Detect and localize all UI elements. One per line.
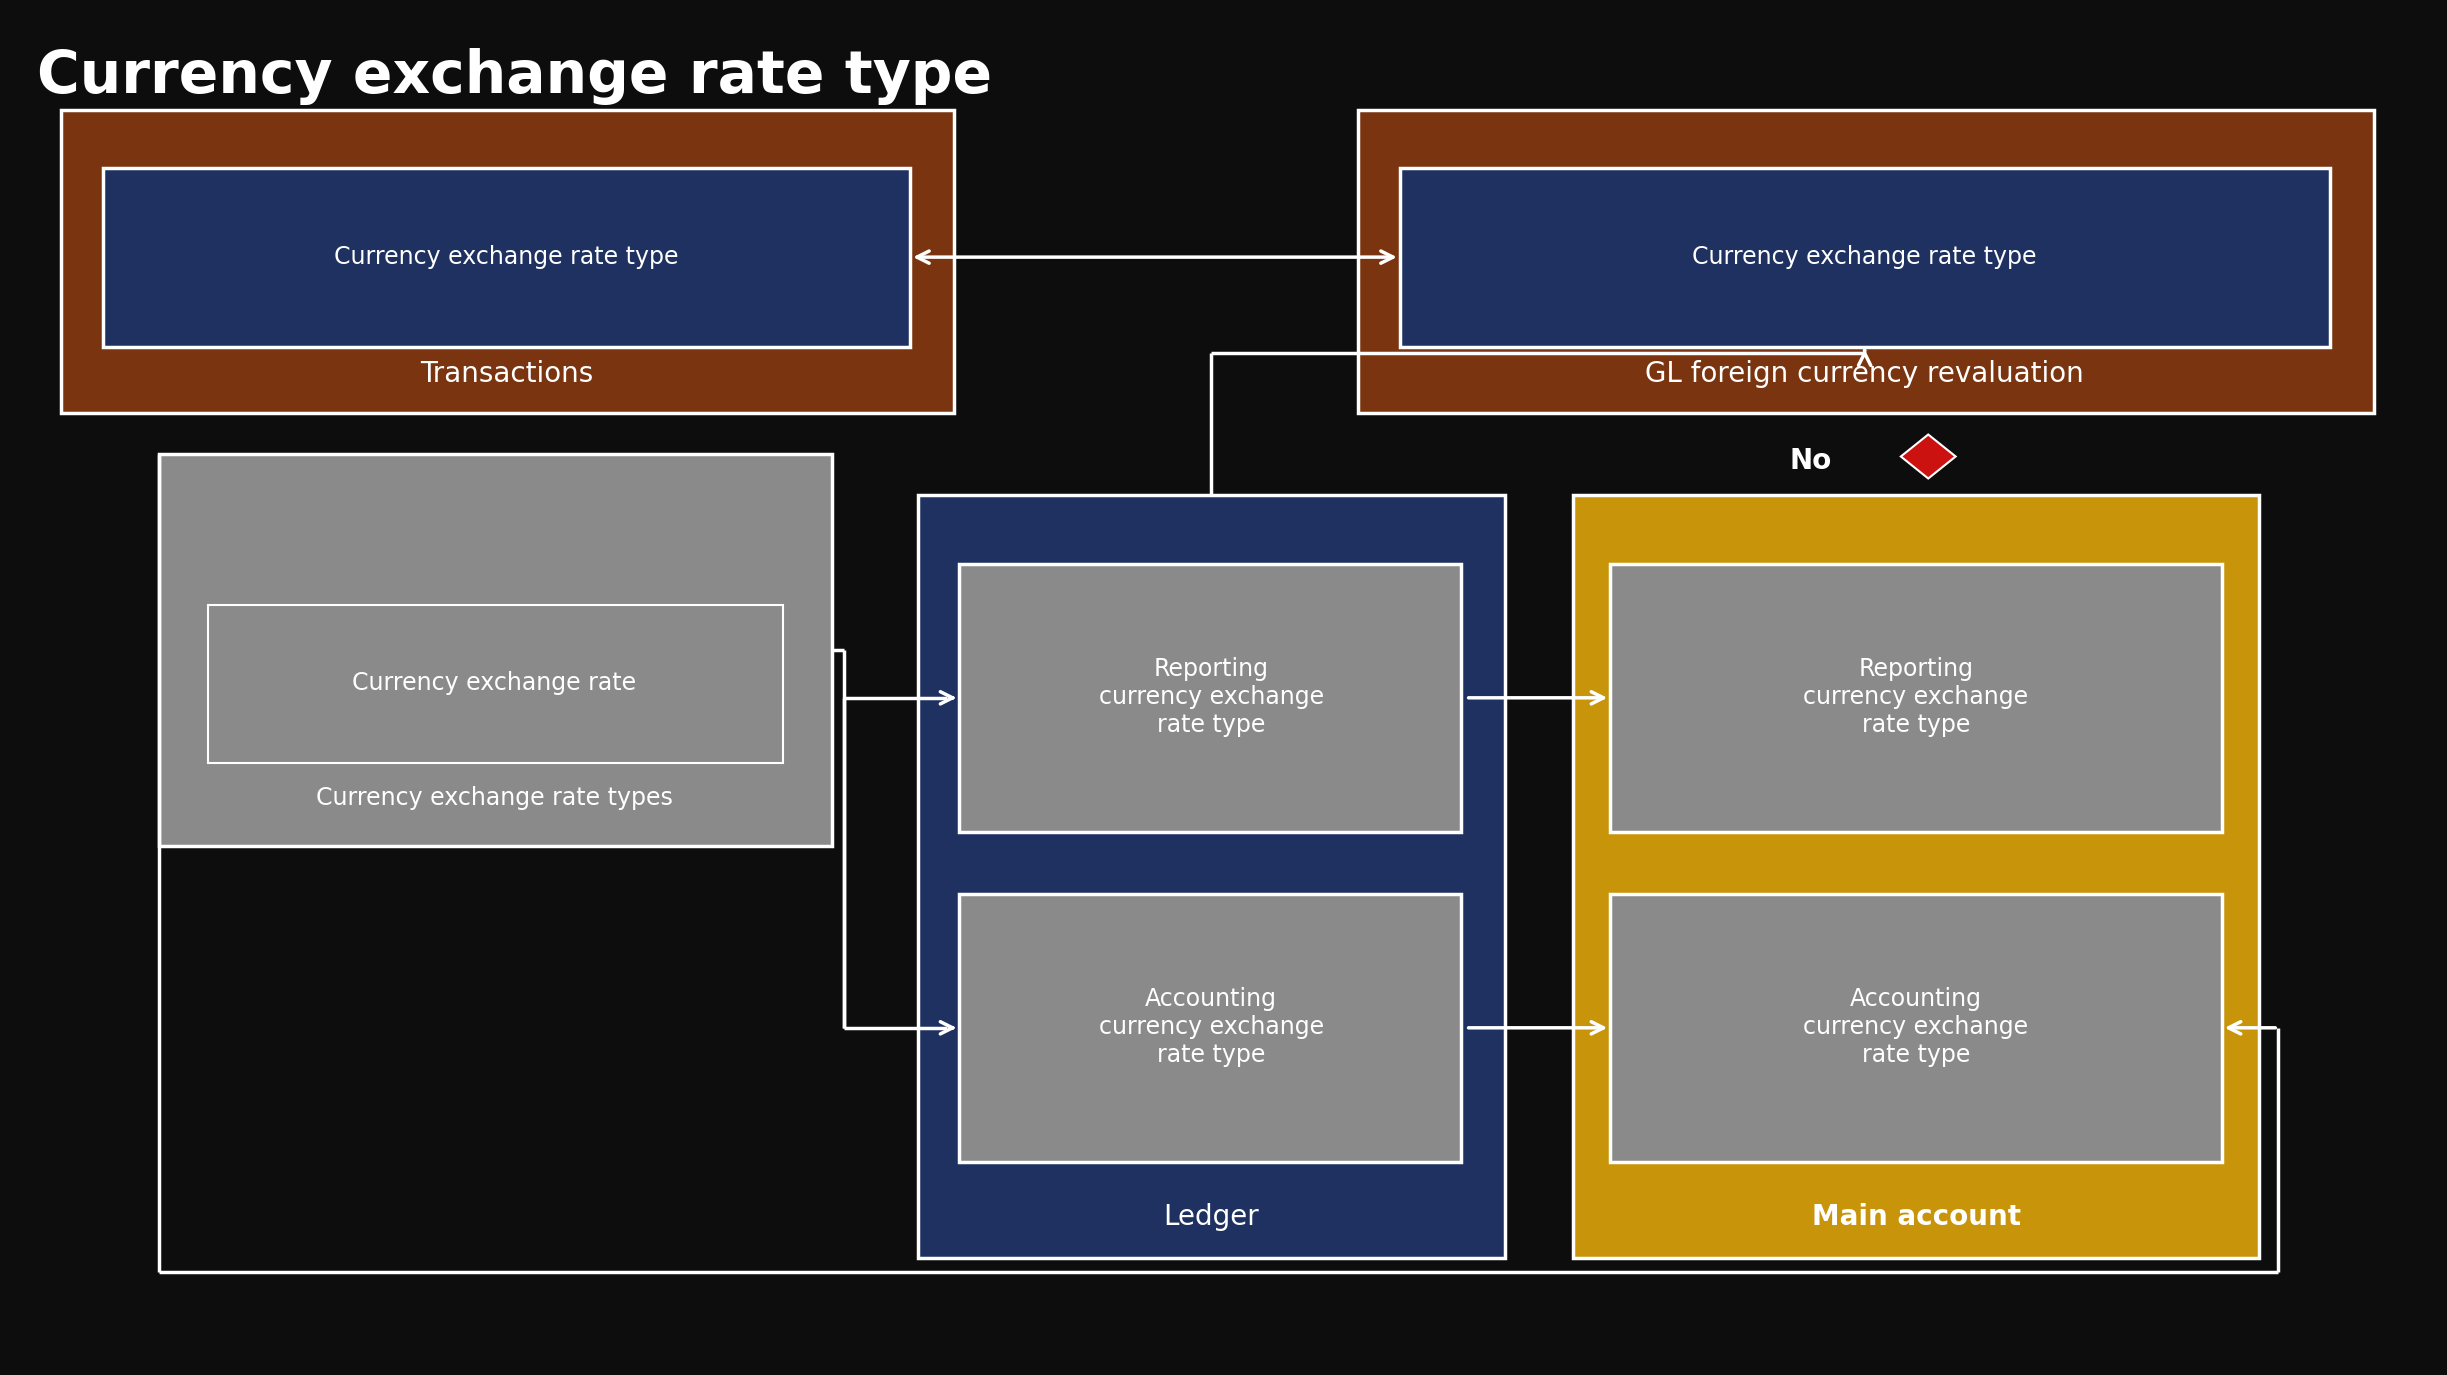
FancyBboxPatch shape xyxy=(918,495,1505,1258)
Text: No: No xyxy=(1789,447,1833,474)
FancyBboxPatch shape xyxy=(1358,110,2374,412)
Text: Currency exchange rate types: Currency exchange rate types xyxy=(316,786,673,810)
Text: Main account: Main account xyxy=(1811,1203,2021,1231)
FancyBboxPatch shape xyxy=(1400,168,2330,346)
FancyBboxPatch shape xyxy=(1573,495,2259,1258)
FancyBboxPatch shape xyxy=(959,564,1461,832)
Text: Currency exchange rate type: Currency exchange rate type xyxy=(335,245,678,270)
Text: Accounting
currency exchange
rate type: Accounting currency exchange rate type xyxy=(1803,987,2029,1067)
Text: Currency exchange rate type: Currency exchange rate type xyxy=(1693,245,2036,270)
Text: Reporting
currency exchange
rate type: Reporting currency exchange rate type xyxy=(1099,657,1324,737)
Text: Reporting
currency exchange
rate type: Reporting currency exchange rate type xyxy=(1803,657,2029,737)
FancyBboxPatch shape xyxy=(103,168,910,346)
Text: Accounting
currency exchange
rate type: Accounting currency exchange rate type xyxy=(1099,987,1324,1067)
FancyBboxPatch shape xyxy=(208,605,783,763)
FancyBboxPatch shape xyxy=(159,454,832,846)
Text: Currency exchange rate: Currency exchange rate xyxy=(352,671,636,696)
Text: GL foreign currency revaluation: GL foreign currency revaluation xyxy=(1644,360,2085,388)
Text: Ledger: Ledger xyxy=(1162,1203,1260,1231)
FancyBboxPatch shape xyxy=(61,110,954,412)
Text: Transactions: Transactions xyxy=(421,360,592,388)
Polygon shape xyxy=(1901,434,1955,478)
FancyBboxPatch shape xyxy=(1610,564,2222,832)
FancyBboxPatch shape xyxy=(959,894,1461,1162)
Text: Currency exchange rate type: Currency exchange rate type xyxy=(37,48,991,104)
FancyBboxPatch shape xyxy=(1610,894,2222,1162)
